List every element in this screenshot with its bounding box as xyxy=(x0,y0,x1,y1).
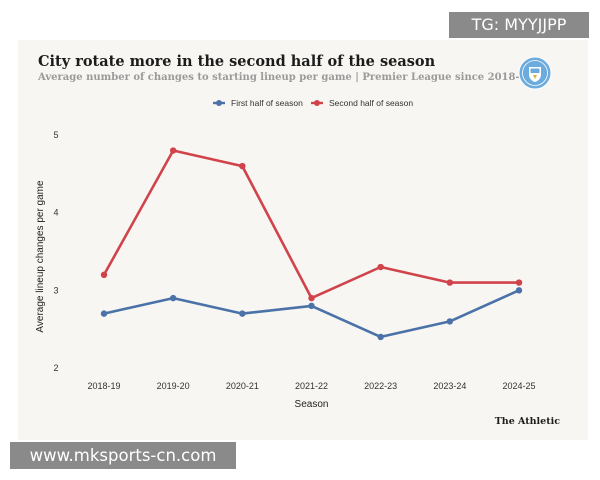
data-point xyxy=(377,263,384,271)
watermark-top: TG: MYYJJPP xyxy=(449,12,589,38)
chart-title: City rotate more in the second half of t… xyxy=(38,53,436,70)
x-tick-label: 2018-19 xyxy=(87,381,120,391)
data-point xyxy=(308,302,315,310)
legend-label: First half of season xyxy=(231,98,303,108)
y-tick-label: 2 xyxy=(53,363,58,373)
x-tick-label: 2023-24 xyxy=(433,381,466,391)
x-axis: 2018-19 2019-20 2020-21 2021-22 2022-23 2023-… xyxy=(87,381,535,391)
x-tick-label: 2020-21 xyxy=(226,381,259,391)
data-point xyxy=(446,318,454,325)
chart-card: City rotate more in the second half of t… xyxy=(18,40,588,440)
y-axis: 2 3 4 5 xyxy=(53,130,58,373)
data-point xyxy=(515,287,523,294)
x-axis-title: Season xyxy=(295,399,329,410)
series-group xyxy=(100,147,523,341)
data-point xyxy=(239,310,246,317)
series-line-2 xyxy=(102,149,519,300)
x-tick-label: 2024-25 xyxy=(502,381,535,391)
chart-subtitle: Average number of changes to starting li… xyxy=(38,72,534,83)
data-point xyxy=(239,162,246,170)
y-tick-label: 5 xyxy=(53,130,58,140)
data-point xyxy=(100,310,108,317)
y-tick-label: 3 xyxy=(53,285,58,295)
y-axis-title: Average lineup changes per game xyxy=(35,180,46,333)
y-tick-label: 4 xyxy=(53,208,58,218)
legend-marker xyxy=(216,100,222,106)
legend-marker xyxy=(314,100,320,106)
line-chart: First half of season Second half of seaso… xyxy=(35,98,536,410)
watermark-bottom: www.mksports-cn.com xyxy=(10,442,236,469)
legend-label: Second half of season xyxy=(329,98,413,108)
x-tick-label: 2019-20 xyxy=(157,381,190,391)
x-tick-label: 2022-23 xyxy=(364,381,397,391)
data-point xyxy=(169,294,177,302)
x-tick-label: 2021-22 xyxy=(295,381,328,391)
data-point xyxy=(100,271,108,278)
manchester-city-crest-icon xyxy=(518,56,552,90)
data-point xyxy=(169,147,177,154)
data-point xyxy=(515,279,523,286)
the-athletic-brand: The Athletic xyxy=(494,416,560,427)
chart-legend: First half of season Second half of seaso… xyxy=(213,98,413,108)
data-point xyxy=(377,333,384,341)
data-point xyxy=(308,294,315,302)
data-point xyxy=(446,279,454,286)
